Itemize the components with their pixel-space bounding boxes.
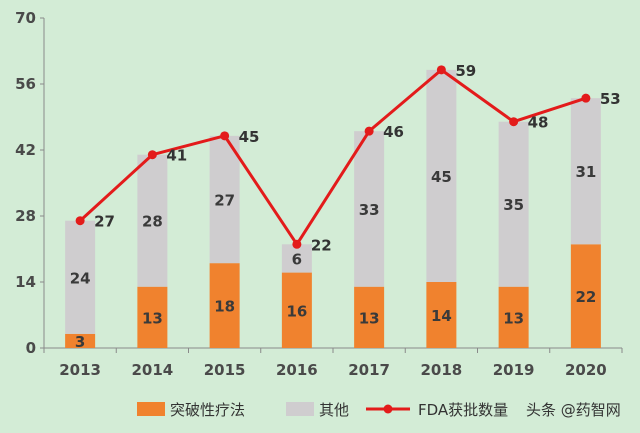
- data-label-fda: 46: [383, 123, 404, 141]
- bar-other: [426, 69, 457, 282]
- fda-point: [436, 65, 446, 75]
- axes: 0 14 28 42 56 70 2013 2014 2015 2016 2017 2018 2019 2…: [15, 9, 623, 379]
- fda-point: [364, 126, 374, 136]
- x-tick-label: 2020: [565, 361, 607, 379]
- fda-line: [79, 68, 587, 246]
- data-label-other: 27: [214, 192, 235, 210]
- legend-label-breakthrough: 突破性疗法: [170, 401, 245, 419]
- x-tick-label: 2013: [59, 361, 101, 379]
- legend-swatch-other: [286, 402, 314, 416]
- y-tick-label: 42: [15, 141, 36, 159]
- bar-other: [498, 121, 529, 287]
- data-label-other: 33: [359, 201, 380, 219]
- data-label-fda: 48: [528, 114, 549, 132]
- bar-other: [137, 154, 168, 287]
- data-label-fda: 22: [311, 236, 332, 254]
- bar-breakthrough: [570, 244, 601, 348]
- data-label-fda: 59: [455, 62, 476, 80]
- data-label-breakthrough: 3: [75, 333, 85, 351]
- data-label-fda: 27: [94, 213, 115, 231]
- data-label-other: 45: [431, 168, 452, 186]
- data-label-other: 35: [503, 196, 524, 214]
- legend-swatch-marker: [383, 404, 393, 414]
- bar-breakthrough: [281, 272, 312, 348]
- bar-breakthrough: [137, 286, 168, 348]
- bar-breakthrough: [354, 286, 385, 348]
- watermark: 头条 @药智网: [526, 401, 621, 419]
- x-tick-label: 2018: [421, 361, 463, 379]
- data-label-other: 31: [575, 163, 596, 181]
- fda-point: [220, 131, 230, 141]
- data-label-breakthrough: 13: [503, 309, 524, 327]
- data-label-breakthrough: 14: [431, 307, 452, 325]
- bar-other: [354, 131, 385, 287]
- data-label-other: 24: [70, 269, 91, 287]
- x-tick-label: 2019: [493, 361, 535, 379]
- legend: 突破性疗法 其他 FDA获批数量: [137, 401, 508, 419]
- bar-other: [209, 135, 240, 264]
- y-tick-label: 70: [15, 9, 36, 27]
- fda-point: [147, 150, 157, 160]
- x-tick-label: 2015: [204, 361, 246, 379]
- fda-point: [75, 216, 85, 226]
- data-label-fda: 45: [239, 128, 260, 146]
- x-tick-label: 2014: [132, 361, 174, 379]
- bars: [65, 69, 601, 348]
- data-label-breakthrough: 16: [286, 302, 307, 320]
- y-tick-label: 14: [15, 273, 36, 291]
- fda-point: [581, 93, 591, 103]
- y-tick-label: 56: [15, 75, 36, 93]
- bar-breakthrough: [209, 263, 240, 348]
- data-label-other: 6: [292, 250, 302, 268]
- data-label-breakthrough: 13: [142, 309, 163, 327]
- data-label-breakthrough: 18: [214, 298, 235, 316]
- legend-label-fda: FDA获批数量: [418, 401, 508, 419]
- x-tick-label: 2017: [348, 361, 390, 379]
- line-series: [75, 65, 591, 249]
- x-tick-label: 2016: [276, 361, 318, 379]
- data-label-fda: 53: [600, 90, 621, 108]
- fda-point: [509, 117, 519, 127]
- legend-swatch-breakthrough: [137, 402, 165, 416]
- data-label-fda: 41: [166, 147, 187, 165]
- data-label-breakthrough: 22: [575, 288, 596, 306]
- bar-breakthrough: [65, 333, 96, 348]
- bar-breakthrough: [426, 282, 457, 348]
- legend-label-other: 其他: [319, 401, 349, 419]
- data-labels: 3 24 13 28 18 27 16 6 13 33 14 45 13 35 22 31 27 41 45 22 46…: [70, 62, 621, 351]
- data-label-other: 28: [142, 213, 163, 231]
- fda-point: [292, 239, 302, 249]
- bar-other: [281, 244, 312, 273]
- bar-breakthrough: [498, 286, 529, 348]
- y-tick-label: 28: [15, 207, 36, 225]
- bar-other: [65, 220, 96, 334]
- data-label-breakthrough: 13: [359, 309, 380, 327]
- y-tick-label: 0: [26, 339, 36, 357]
- bar-other: [570, 98, 601, 245]
